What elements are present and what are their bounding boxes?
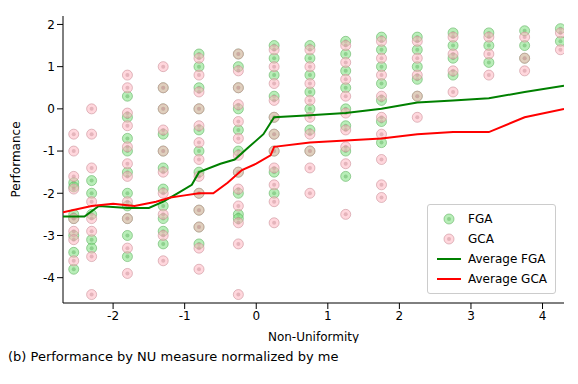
svg-text:-1: -1 xyxy=(43,144,55,158)
svg-text:-4: -4 xyxy=(43,271,55,285)
svg-text:Non-Uniformity: Non-Uniformity xyxy=(268,330,359,343)
svg-text:3: 3 xyxy=(467,309,475,323)
svg-text:-2: -2 xyxy=(107,309,119,323)
svg-text:-1: -1 xyxy=(179,309,191,323)
svg-text:0: 0 xyxy=(47,102,55,116)
html-text:(b) Performance by NU measure: (b) Performance by NU measure normalized… xyxy=(8,349,339,364)
html-text:GCA: GCA xyxy=(468,232,494,246)
html-text:FGA: FGA xyxy=(468,212,493,226)
svg-text:2: 2 xyxy=(47,18,55,32)
html-text:Average FGA: Average FGA xyxy=(468,252,546,266)
html-text:Average GCA: Average GCA xyxy=(468,272,547,286)
svg-text:-3: -3 xyxy=(43,229,55,243)
svg-text:2: 2 xyxy=(396,309,404,323)
svg-text:Performance: Performance xyxy=(9,121,23,197)
svg-text:-2: -2 xyxy=(43,187,55,201)
svg-text:0: 0 xyxy=(252,309,260,323)
svg-text:1: 1 xyxy=(47,60,55,74)
svg-text:1: 1 xyxy=(324,309,332,323)
svg-text:4: 4 xyxy=(539,309,547,323)
